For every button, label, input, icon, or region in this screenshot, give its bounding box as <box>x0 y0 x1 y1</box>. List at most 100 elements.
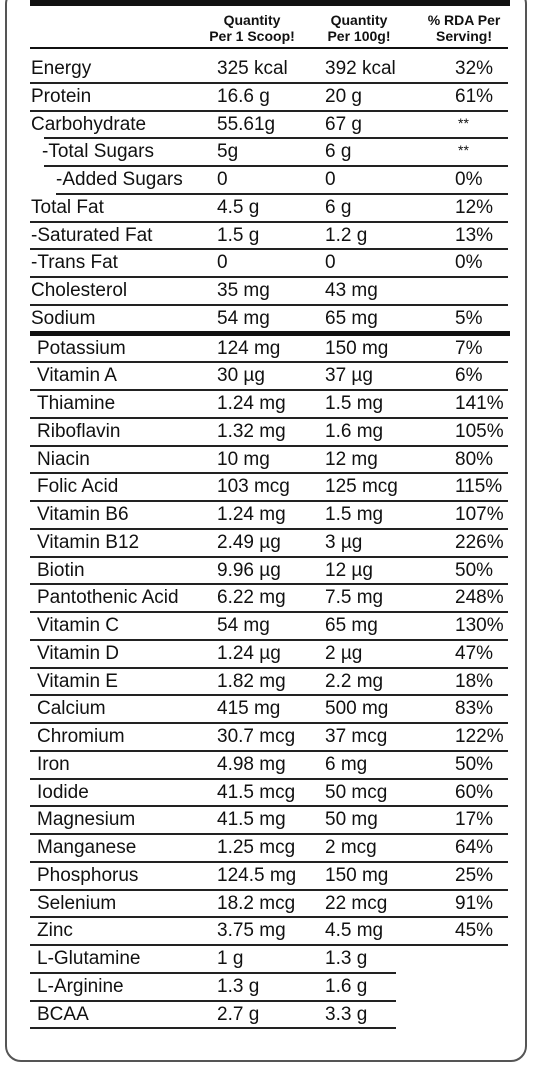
rda-value: 115% <box>455 476 503 498</box>
per-100g-value: 12 mg <box>325 448 378 470</box>
nutrient-name: Vitamin E <box>37 670 118 692</box>
per-scoop-value: 103 mcg <box>217 476 290 498</box>
row-rule <box>30 971 396 974</box>
per-100g-value: 6 mg <box>325 753 368 775</box>
per-100g-value: 150 mg <box>325 864 389 886</box>
row-rule <box>30 805 508 808</box>
rda-value: 0% <box>455 169 483 190</box>
nutrient-name: Pantothenic Acid <box>37 587 179 609</box>
nutrient-name: Selenium <box>37 892 117 914</box>
row-rule <box>30 611 508 613</box>
row-rule <box>30 860 508 863</box>
table-row: Manganese 1.25 mcg 2 mcg 64% <box>0 835 533 863</box>
per-100g-value: 1.5 mg <box>325 393 384 414</box>
table-row: Vitamin C 54 mg 65 mg 130% <box>0 613 533 641</box>
nutrient-name: Total Fat <box>31 196 104 218</box>
nutrient-name: L-Glutamine <box>37 948 141 969</box>
nutrient-name: Vitamin B12 <box>37 531 140 553</box>
row-rule <box>30 389 508 391</box>
row-rule <box>30 916 508 919</box>
per-scoop-value: 18.2 mcg <box>217 892 296 914</box>
row-rule <box>44 165 508 167</box>
row-rule <box>56 192 508 195</box>
section-divider <box>30 330 510 336</box>
per-100g-value: 150 mg <box>325 337 389 359</box>
nutrient-name: Chromium <box>37 726 125 747</box>
header-per-100g-line2: Per 100g! <box>327 28 391 44</box>
table-row: L-Glutamine 1 g 1.3 g <box>0 946 533 974</box>
rda-value: 141% <box>455 393 504 414</box>
per-100g-value: 392 kcal <box>325 58 396 79</box>
per-100g-value: 65 mg <box>325 307 378 329</box>
row-rule <box>30 500 508 502</box>
per-scoop-value: 1.5 g <box>217 224 260 246</box>
per-scoop-value: 2.49 µg <box>217 531 281 553</box>
nutrient-name: Potassium <box>37 337 126 359</box>
nutrient-name: Riboflavin <box>37 420 121 442</box>
row-rule <box>30 416 508 419</box>
per-100g-value: 6 g <box>325 141 352 163</box>
per-100g-value: 67 g <box>325 113 362 135</box>
per-scoop-value: 1.24 µg <box>217 642 281 664</box>
table-row: Zinc 3.75 mg 4.5 mg 45% <box>0 918 533 946</box>
rda-value: 248% <box>455 587 504 609</box>
nutrient-name: Biotin <box>37 559 85 581</box>
row-rule <box>30 276 508 278</box>
nutrient-name: Cholesterol <box>31 280 128 301</box>
per-scoop-value: 55.61g <box>217 113 276 135</box>
per-scoop-value: 6.22 mg <box>217 587 286 609</box>
per-scoop-value: 1.3 g <box>217 975 260 997</box>
nutrient-name: Vitamin A <box>37 365 117 387</box>
row-rule <box>30 583 508 586</box>
per-scoop-value: 415 mg <box>217 698 281 720</box>
rda-value: 50% <box>455 753 494 775</box>
per-100g-value: 37 mcg <box>325 726 388 747</box>
row-rule <box>30 361 508 364</box>
rda-value: 105% <box>455 420 504 442</box>
row-rule <box>30 638 508 641</box>
rda-value: 6% <box>455 365 483 387</box>
row-rule <box>30 694 508 697</box>
nutrient-name: Iodide <box>37 781 89 803</box>
per-scoop-value: 16.6 g <box>217 85 270 107</box>
per-100g-value: 7.5 mg <box>325 587 384 609</box>
table-row: Folic Acid 103 mcg 125 mcg 115% <box>0 474 533 502</box>
rda-value: ** <box>458 142 469 159</box>
per-100g-value: 1.6 mg <box>325 420 384 442</box>
rda-value: 60% <box>455 781 494 803</box>
per-100g-value: 125 mcg <box>325 476 398 498</box>
per-100g-value: 20 g <box>325 85 362 107</box>
row-rule <box>30 81 508 84</box>
table-row: Carbohydrate 55.61g 67 g ** <box>0 112 533 140</box>
table-row: Phosphorus 124.5 mg 150 mg 25% <box>0 863 533 891</box>
table-row: Calcium 415 mg 500 mg 83% <box>0 696 533 724</box>
table-row: BCAA 2.7 g 3.3 g <box>0 1002 533 1030</box>
header-per-100g: Quantity Per 100g! <box>314 12 404 44</box>
per-scoop-value: 30 µg <box>217 365 265 387</box>
table-row: Protein 16.6 g 20 g 61% <box>0 84 533 112</box>
per-scoop-value: 1 g <box>217 948 244 969</box>
header-rda-line2: Serving! <box>435 28 492 44</box>
header-per-scoop: Quantity Per 1 Scoop! <box>198 12 306 44</box>
row-rule <box>30 303 508 306</box>
rda-value: 61% <box>455 85 494 107</box>
table-row: Energy 325 kcal 392 kcal 32% <box>0 56 533 84</box>
row-rule <box>30 749 508 752</box>
per-100g-value: 22 mcg <box>325 892 388 914</box>
table-row: Total Fat 4.5 g 6 g 12% <box>0 195 533 223</box>
rda-value: 50% <box>455 559 494 581</box>
per-100g-value: 2 µg <box>325 642 363 664</box>
table-row: Sodium 54 mg 65 mg 5% <box>0 306 533 334</box>
per-100g-value: 6 g <box>325 196 352 218</box>
rda-value: 64% <box>455 837 494 858</box>
nutrient-name: Phosphorus <box>37 864 139 886</box>
nutrient-name: Iron <box>37 753 70 775</box>
row-rule <box>30 1027 396 1030</box>
row-rule <box>30 722 508 724</box>
per-scoop-value: 35 mg <box>217 280 270 301</box>
table-row: -Added Sugars 0 0 0% <box>0 167 533 195</box>
nutrient-name: -Added Sugars <box>56 169 183 190</box>
nutrient-name: Sodium <box>31 307 96 329</box>
table-row: Vitamin E 1.82 mg 2.2 mg 18% <box>0 669 533 697</box>
per-100g-value: 2 mcg <box>325 837 377 858</box>
